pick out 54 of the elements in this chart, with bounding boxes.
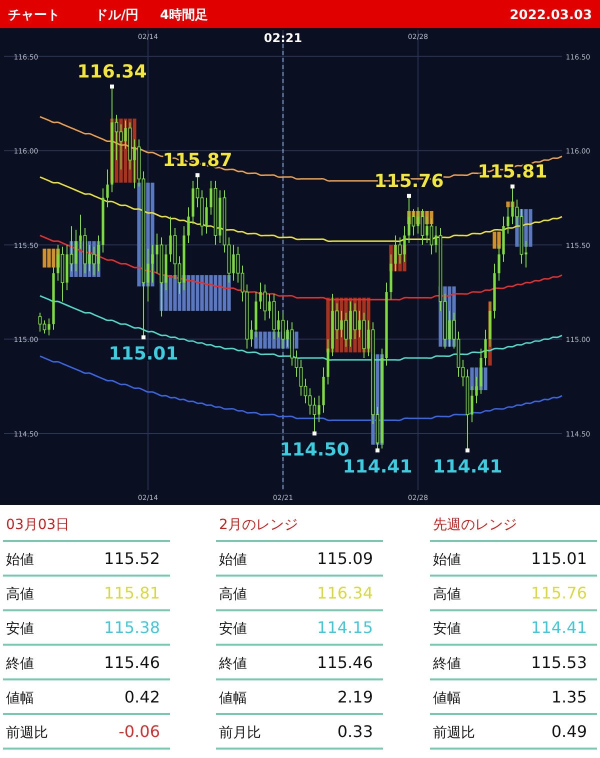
- text: 2月のレンジ: [219, 517, 298, 533]
- data-label: 115.76: [531, 584, 587, 603]
- annotation: 115.81: [478, 161, 548, 182]
- annotation: 114.41: [432, 456, 502, 478]
- text: 4時間足: [160, 8, 208, 23]
- category-label: 終値: [5, 656, 34, 672]
- candlestick: [484, 329, 487, 366]
- data-label: 115.38: [104, 618, 160, 638]
- data-label: 115.46: [104, 652, 160, 672]
- data-label: 0.42: [124, 687, 160, 706]
- data-label: -0.06: [118, 722, 160, 741]
- data-label: 2.19: [337, 687, 373, 706]
- data-label: 115.53: [531, 652, 587, 672]
- data-label: 0.33: [337, 722, 373, 741]
- data-label: 115.09: [317, 549, 373, 568]
- category-label: 始値: [433, 552, 461, 568]
- category-label: 安値: [6, 621, 34, 638]
- category-label: 安値: [433, 621, 461, 638]
- annotation: 02:21: [264, 31, 302, 45]
- category-label: 前週比: [6, 725, 48, 741]
- category-label: 値幅: [433, 690, 461, 706]
- chart-title: チャート: [8, 8, 60, 23]
- category-label: 終値: [218, 656, 247, 672]
- candlestick: [263, 284, 267, 321]
- text: 2022.03.03: [510, 8, 592, 23]
- category-label: 高値: [6, 586, 34, 603]
- category-label: 終値: [432, 656, 461, 672]
- candlestick: [187, 206, 190, 244]
- category-label: 前週比: [433, 725, 475, 741]
- data-label: 116.34: [317, 584, 373, 603]
- text: ドル/円: [95, 8, 139, 23]
- category-label: 高値: [433, 586, 461, 603]
- data-label: 114.15: [317, 618, 373, 638]
- data-label: 115.46: [317, 652, 373, 672]
- data-label: 114.41: [531, 618, 587, 638]
- category-label: 始値: [219, 552, 247, 568]
- data-label: 0.49: [551, 722, 587, 741]
- candlestick: [42, 320, 46, 334]
- annotation: 115.01: [108, 343, 178, 364]
- data-label: 1.35: [551, 687, 587, 706]
- data-label: 115.01: [531, 549, 587, 568]
- annotation: 116.34: [77, 62, 147, 83]
- candlestick: [106, 169, 109, 208]
- candlestick: [38, 312, 42, 332]
- category-label: 高値: [219, 586, 247, 603]
- category-label: 前月比: [219, 725, 261, 741]
- text: 先週のレンジ: [433, 517, 517, 533]
- data-label: 115.81: [104, 584, 160, 603]
- category-label: 始値: [6, 552, 34, 568]
- category-label: 安値: [219, 621, 247, 638]
- category-label: 値幅: [219, 690, 247, 706]
- text: 03月03日: [6, 517, 70, 533]
- data-label: 115.52: [104, 549, 160, 568]
- category-label: 値幅: [6, 690, 34, 706]
